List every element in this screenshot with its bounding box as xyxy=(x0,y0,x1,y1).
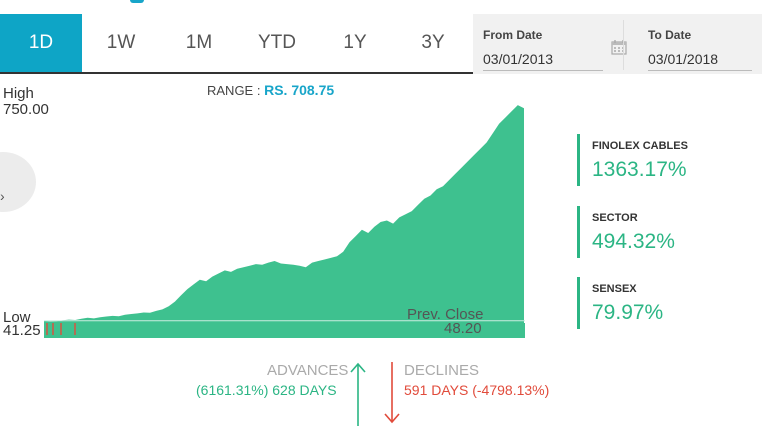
price-area-chart xyxy=(44,105,525,338)
from-date-field[interactable]: From Date 03/01/2013 xyxy=(473,14,633,74)
prev-close-value: 48.20 xyxy=(444,320,482,337)
high-value: 750.00 xyxy=(3,101,49,118)
perf-value: 79.97% xyxy=(592,301,664,324)
low-value: 41.25 xyxy=(3,322,41,339)
high-label: High xyxy=(3,85,34,102)
declines-label: DECLINES xyxy=(404,362,480,379)
top-edge xyxy=(0,0,762,4)
prev-button[interactable]: › xyxy=(0,152,36,212)
from-date-value[interactable]: 03/01/2013 xyxy=(483,51,554,67)
advances-label: ADVANCES xyxy=(267,362,349,379)
tab-1y[interactable]: 1Y xyxy=(343,32,367,53)
tab-1m[interactable]: 1M xyxy=(185,32,213,53)
arrow-up-icon xyxy=(350,362,366,426)
tab-1w[interactable]: 1W xyxy=(106,32,136,53)
tab-3y[interactable]: 3Y xyxy=(421,32,445,53)
tab-1d[interactable]: 1D xyxy=(0,14,82,72)
accent-mark xyxy=(130,0,144,3)
low-marker xyxy=(74,323,76,335)
calendar-icon[interactable] xyxy=(611,39,627,55)
perf-value: 494.32% xyxy=(592,230,675,253)
date-divider xyxy=(623,20,624,70)
declines-value: 591 DAYS (-4798.13%) xyxy=(404,382,550,398)
perf-bar xyxy=(577,134,580,186)
low-marker xyxy=(46,323,48,335)
price-range: RANGE : RS. 708.75 xyxy=(207,82,334,98)
date-range-panel: From Date 03/01/2013 To Date 03/01/2018 xyxy=(473,14,762,74)
perf-value: 1363.17% xyxy=(592,158,687,181)
to-date-underline xyxy=(648,70,752,71)
price-area-series xyxy=(44,105,524,323)
from-date-underline xyxy=(483,70,603,71)
period-tabs: 1D 1W 1M YTD 1Y 3Y xyxy=(0,14,473,74)
to-date-value[interactable]: 03/01/2018 xyxy=(648,51,719,67)
perf-bar xyxy=(577,206,580,258)
from-date-label: From Date xyxy=(483,28,543,42)
prev-close-label: Prev. Close xyxy=(407,306,484,323)
perf-name: SENSEX xyxy=(592,283,637,295)
chart-baseline-band xyxy=(44,323,525,338)
range-amount: RS. 708.75 xyxy=(264,82,335,98)
advances-value: (6161.31%) 628 DAYS xyxy=(196,382,337,398)
tab-ytd[interactable]: YTD xyxy=(258,32,296,53)
to-date-field[interactable]: To Date 03/01/2018 xyxy=(638,14,762,74)
arrow-down-icon xyxy=(384,362,400,424)
perf-bar xyxy=(577,277,580,329)
low-marker xyxy=(60,323,62,335)
to-date-label: To Date xyxy=(648,28,692,42)
perf-name: FINOLEX CABLES xyxy=(592,140,688,152)
prev-icon: › xyxy=(0,188,5,204)
low-label: Low xyxy=(3,309,31,326)
range-label: RANGE : xyxy=(207,83,261,98)
low-marker xyxy=(52,323,54,335)
perf-name: SECTOR xyxy=(592,212,638,224)
